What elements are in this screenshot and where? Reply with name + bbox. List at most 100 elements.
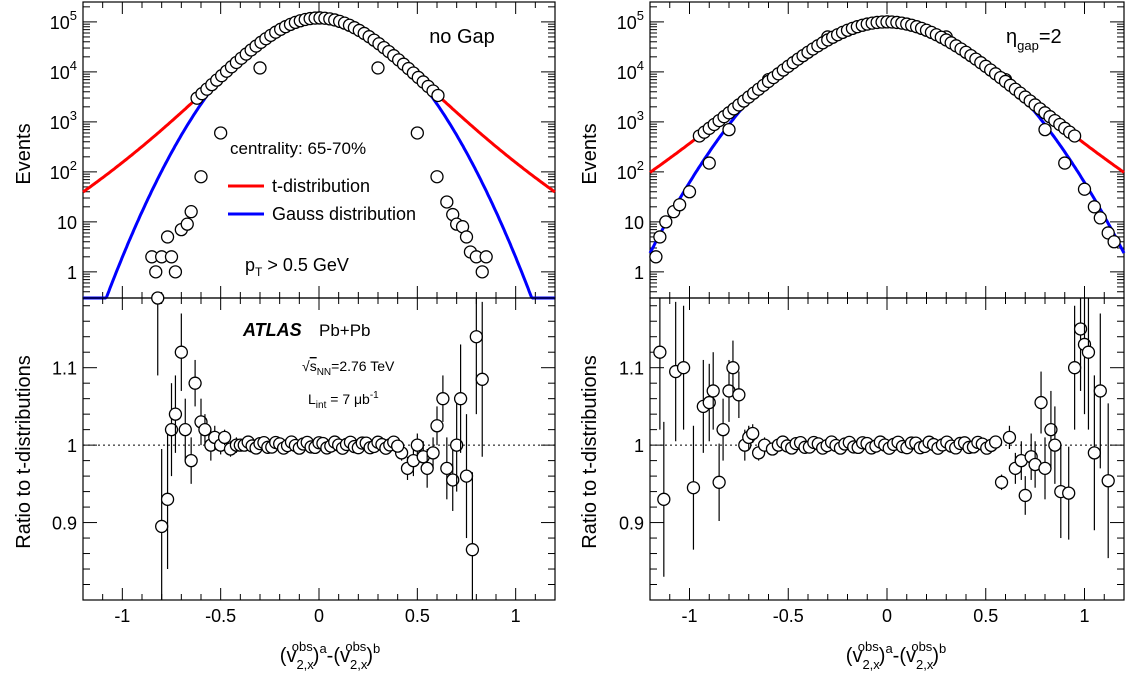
data-point — [702, 395, 716, 410]
data-point — [430, 419, 444, 433]
data-point — [732, 388, 746, 402]
data-point — [716, 422, 730, 437]
data-point — [160, 230, 175, 244]
data-point — [1062, 486, 1076, 500]
x-tick-label: 0.5 — [973, 606, 998, 626]
data-point — [1073, 322, 1088, 336]
data-point — [253, 61, 267, 75]
data-point — [649, 250, 663, 264]
data-point — [430, 170, 444, 184]
data-point — [988, 435, 1003, 449]
data-point — [676, 361, 691, 375]
data-point — [391, 439, 405, 453]
data-point — [198, 422, 212, 437]
data-point — [436, 392, 450, 406]
data-point — [726, 361, 740, 375]
y-tick-label: 103 — [50, 108, 77, 133]
data-point — [994, 475, 1009, 489]
data-point — [160, 492, 175, 506]
data-point — [1038, 461, 1052, 476]
panel-top-left: 1 10 102 103 104 105 — [50, 1, 556, 300]
data-point — [1044, 422, 1058, 437]
y-tick-label: 1.1 — [52, 359, 77, 379]
x-tick-label: 1 — [1079, 606, 1089, 626]
data-point — [420, 461, 434, 476]
data-point — [706, 384, 720, 398]
bottom-left-ylabel: Ratio to t-distributions — [13, 355, 35, 548]
y-tick-label: 1 — [67, 436, 77, 456]
data-point — [1002, 430, 1017, 445]
data-point — [440, 195, 454, 209]
y-tick-label: 10 — [624, 213, 644, 233]
data-point — [450, 438, 464, 452]
bottom-right-xlabel: (v2,xobs)a-(v2,xobs)b — [846, 639, 946, 672]
x-tick-label: 1 — [511, 606, 521, 626]
data-point — [410, 126, 424, 140]
data-point — [440, 461, 454, 476]
y-tick-label: 102 — [617, 158, 644, 183]
bottom-right-ylabel: Ratio to t-distributions — [579, 355, 601, 548]
data-point — [164, 250, 179, 264]
data-point — [217, 430, 232, 445]
data-point — [686, 481, 701, 495]
panel-top-right: 1 10 102 103 104 105 — [617, 1, 1126, 299]
data-point — [1048, 438, 1062, 452]
data-point — [722, 122, 736, 137]
data-point — [682, 185, 697, 199]
energy-label: √sNN=2.76 TeV — [302, 358, 395, 378]
pt-cut-label: pT > 0.5 GeV — [245, 255, 349, 279]
data-point — [1034, 395, 1048, 410]
bottom-left-xlabel: (v2,xobs)a-(v2,xobs)b — [280, 639, 380, 672]
data-point — [214, 126, 228, 140]
lumi-label: Lint = 7 μb-1 — [308, 390, 379, 411]
data-point — [469, 330, 483, 344]
data-point — [1067, 129, 1082, 143]
gap-label-right: ηgap=2 — [1006, 26, 1062, 53]
data-point — [1093, 384, 1107, 398]
y-tick-label: 1.1 — [619, 359, 644, 379]
data-point — [712, 475, 726, 489]
data-point — [475, 265, 489, 279]
y-tick-label: 104 — [617, 58, 644, 83]
data-point — [371, 61, 385, 75]
data-point — [459, 230, 474, 244]
system-label: Pb+Pb — [319, 321, 371, 340]
data-point — [1018, 488, 1032, 503]
data-point — [410, 438, 424, 452]
data-point — [426, 446, 440, 460]
x-tick-label: 0 — [314, 606, 324, 626]
y-tick-label: 103 — [617, 108, 644, 133]
data-point — [653, 230, 667, 244]
y-tick-label: 105 — [50, 8, 77, 33]
data-point — [453, 392, 468, 406]
panel-bottom-left: -1 -0.5 0 0.5 1 0.9 1 1.1 — [52, 291, 556, 626]
data-point — [446, 473, 460, 487]
gap-label-left: no Gap — [429, 26, 495, 48]
data-point — [184, 453, 198, 468]
centrality-label: centrality: 65-70% — [230, 139, 366, 158]
data-point — [479, 250, 493, 264]
data-point — [1107, 235, 1121, 249]
top-right-ylabel: Events — [579, 123, 601, 184]
y-tick-label: 1 — [67, 263, 77, 283]
data-point — [1093, 211, 1107, 225]
x-tick-label: -1 — [681, 606, 697, 626]
data-point — [194, 170, 208, 184]
data-point — [155, 519, 169, 534]
data-point — [653, 345, 667, 359]
y-tick-label: 0.9 — [52, 514, 77, 534]
data-point — [1038, 122, 1052, 137]
panel-bottom-right: -1 -0.5 0 0.5 1 0.9 1 1.1 — [619, 297, 1125, 626]
data-point — [672, 198, 687, 212]
y-tick-label: 105 — [617, 8, 644, 33]
x-tick-label: -1 — [114, 606, 130, 626]
data-point — [1101, 474, 1115, 488]
data-point — [164, 422, 179, 437]
data-point — [1087, 446, 1102, 460]
data-point — [174, 345, 188, 359]
y-tick-label: 102 — [50, 158, 77, 183]
data-point — [168, 407, 183, 421]
data-point — [746, 426, 760, 441]
data-point — [1087, 200, 1102, 214]
data-point — [1081, 345, 1096, 359]
